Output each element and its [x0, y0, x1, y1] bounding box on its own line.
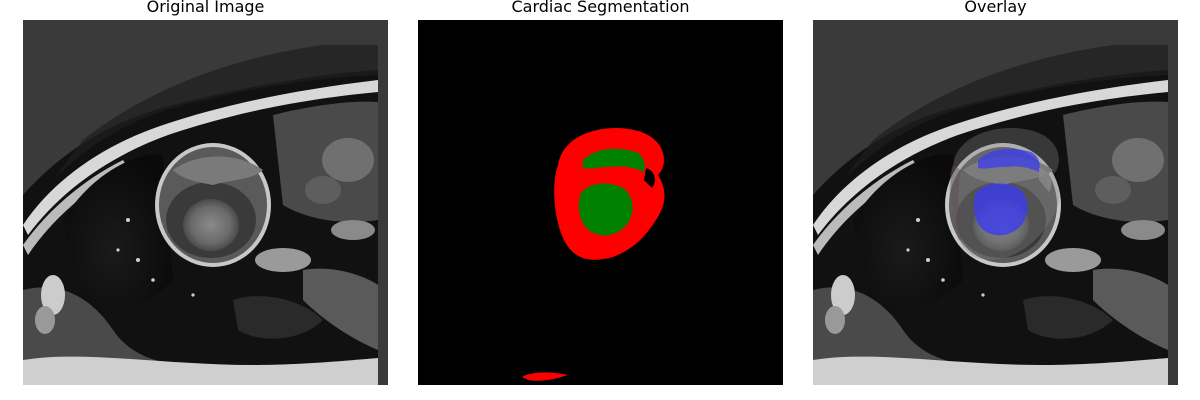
panel-title-segmentation: Cardiac Segmentation	[511, 0, 690, 16]
overlay-image	[813, 20, 1178, 385]
original-image-panel	[23, 20, 388, 385]
original-mri-image	[23, 20, 388, 385]
segmentation-mask-image	[418, 20, 783, 385]
segmentation-panel	[418, 20, 783, 385]
panel-title-original: Original Image	[146, 0, 265, 16]
panel-title-overlay: Overlay	[964, 0, 1027, 16]
overlay-panel	[813, 20, 1178, 385]
